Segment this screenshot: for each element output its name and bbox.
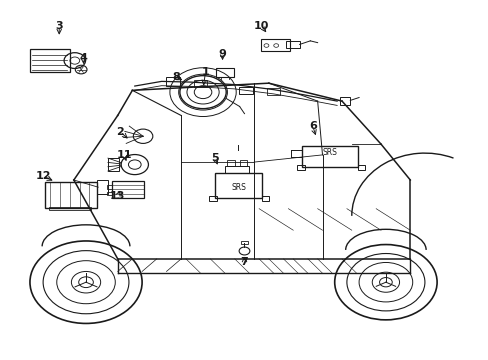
Text: 2: 2 xyxy=(116,127,124,136)
Bar xyxy=(194,80,206,87)
Bar xyxy=(285,41,299,48)
Bar xyxy=(44,182,97,208)
Bar xyxy=(209,197,217,201)
Bar xyxy=(297,165,305,170)
Text: 7: 7 xyxy=(240,257,248,267)
Bar xyxy=(30,49,70,72)
Text: 8: 8 xyxy=(172,72,180,82)
Bar xyxy=(339,97,349,105)
Text: 9: 9 xyxy=(218,49,226,59)
Bar xyxy=(357,165,364,170)
Bar xyxy=(302,146,357,167)
Text: 4: 4 xyxy=(80,53,87,63)
Bar xyxy=(261,197,269,201)
Bar xyxy=(260,40,289,51)
Text: 6: 6 xyxy=(308,121,316,131)
Bar xyxy=(97,180,108,194)
Bar xyxy=(107,192,112,195)
Bar xyxy=(215,173,261,198)
Bar xyxy=(108,158,119,171)
Text: 5: 5 xyxy=(211,153,219,163)
Bar xyxy=(166,77,180,86)
Bar xyxy=(216,68,233,77)
Text: 12: 12 xyxy=(36,171,51,181)
Bar xyxy=(112,181,143,198)
Text: 11: 11 xyxy=(116,150,132,160)
Bar xyxy=(267,88,280,95)
Bar xyxy=(239,160,247,166)
Text: 1: 1 xyxy=(201,67,209,77)
Bar xyxy=(224,166,249,173)
Bar xyxy=(227,160,235,166)
Text: 3: 3 xyxy=(55,21,63,31)
Text: SRS: SRS xyxy=(231,183,245,192)
Bar xyxy=(49,207,91,210)
Bar xyxy=(240,241,248,244)
Bar xyxy=(107,185,112,189)
Text: 13: 13 xyxy=(110,191,125,201)
Bar xyxy=(238,87,253,94)
Text: 10: 10 xyxy=(253,21,269,31)
Text: SRS: SRS xyxy=(322,148,337,157)
